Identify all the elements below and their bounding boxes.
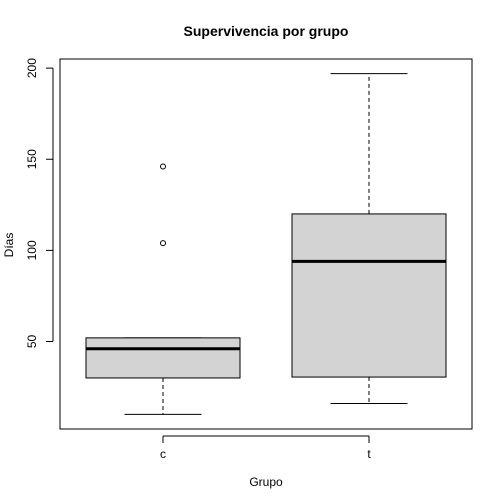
y-tick-label: 200 (25, 58, 39, 78)
box-body (85, 337, 241, 379)
outlier-point (160, 240, 166, 247)
box-body (291, 213, 447, 378)
plot-frame (59, 58, 473, 430)
y-tick-label: 50 (25, 335, 39, 349)
x-axis-label: Grupo (249, 475, 283, 489)
x-tick-label: t (367, 447, 371, 461)
box-t (291, 73, 447, 404)
y-tick-label: 150 (25, 149, 39, 169)
box-c (85, 163, 241, 415)
y-axis: 50 100 150 200 (25, 58, 54, 349)
chart-title: Supervivencia por grupo (184, 23, 349, 39)
y-axis-label: Días (2, 233, 16, 258)
outlier-point (160, 163, 166, 170)
x-tick-label: c (160, 447, 166, 461)
boxes-group (85, 73, 447, 415)
y-tick-label: 100 (25, 240, 39, 260)
